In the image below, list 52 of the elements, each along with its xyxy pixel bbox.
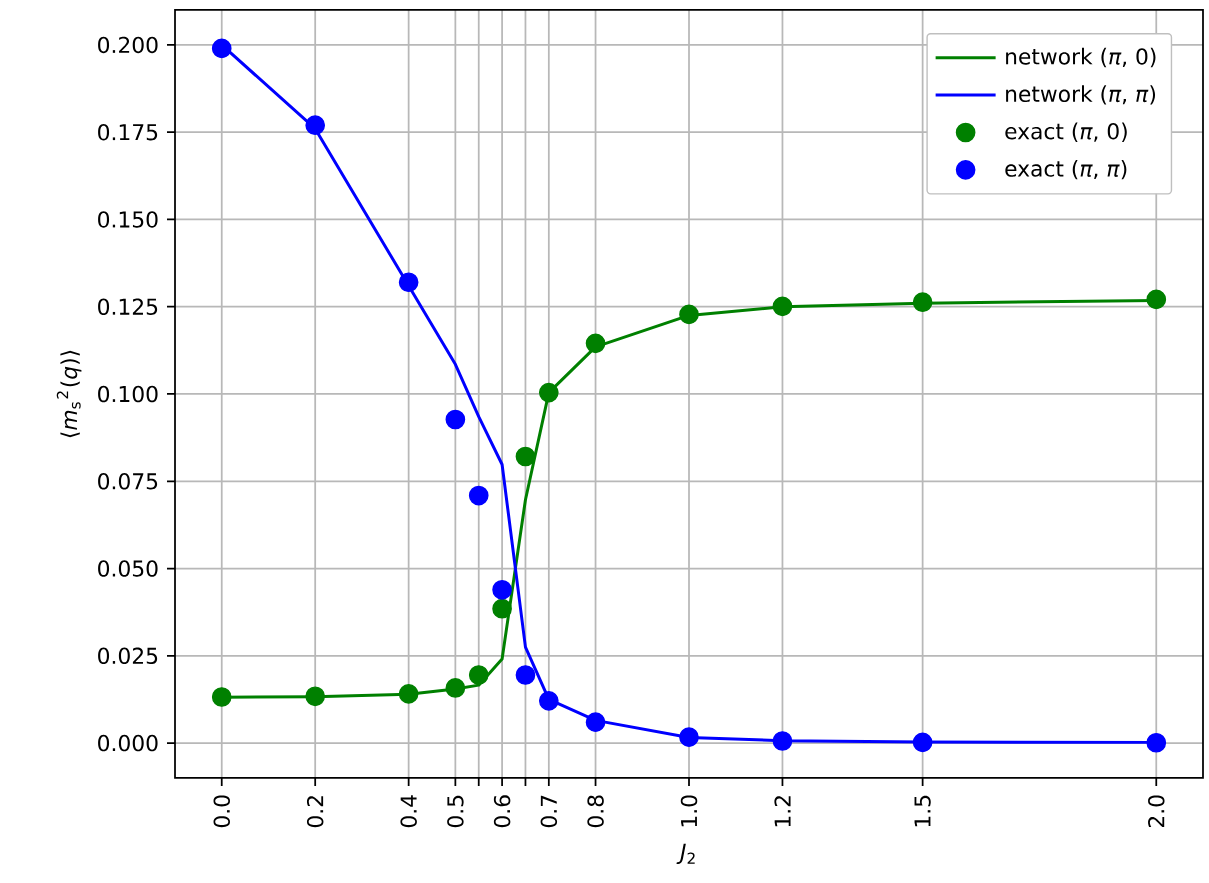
point [679, 304, 699, 325]
y-axis-title: ⟨m$_{s}$$^{2}$(q)⟩ [56, 350, 82, 438]
point [398, 272, 419, 293]
point [398, 684, 419, 704]
y-tick-label: 0.150 [98, 211, 158, 228]
point [445, 678, 466, 698]
point [492, 579, 512, 600]
x-tick-label: 0.6 [493, 795, 511, 828]
point [515, 446, 536, 467]
point [912, 732, 933, 753]
point [772, 731, 793, 751]
x-tick-label: 1.5 [914, 795, 931, 827]
x-tick-label: 0.2 [306, 796, 324, 828]
point [1146, 732, 1167, 753]
x-axis-title: J$_{2}$ [676, 843, 695, 865]
legend-label: exact (π, π) [1005, 159, 1127, 180]
x-tick-label: 0.4 [400, 795, 417, 828]
point [211, 687, 232, 707]
point [772, 296, 793, 317]
y-tick-label: 0.050 [98, 560, 158, 577]
point [305, 686, 326, 707]
y-tick-label: 0.075 [98, 473, 158, 490]
y-tick-label: 0.025 [98, 647, 158, 665]
point [679, 727, 699, 747]
x-tick-label: 0.7 [540, 795, 558, 828]
point [468, 485, 489, 506]
y-tick-label: 0.175 [98, 123, 158, 141]
y-tick-label: 0.000 [98, 734, 158, 752]
x-tick-label: 1.0 [680, 795, 698, 827]
point [585, 712, 606, 732]
x-tick-label: 0.5 [447, 795, 464, 828]
point [492, 598, 512, 619]
legend-label: network (π, 0) [1006, 47, 1156, 68]
point [912, 292, 933, 313]
point [538, 382, 559, 403]
x-tick-label: 2.0 [1148, 795, 1165, 828]
point [515, 665, 536, 685]
point [211, 38, 232, 59]
x-tick-label: 0.8 [587, 795, 604, 828]
legend-label: network (π, π) [1006, 85, 1156, 105]
legend-label: exact (π, 0) [1005, 122, 1127, 142]
y-tick-label: 0.125 [98, 298, 158, 315]
y-tick-label: 0.200 [98, 36, 158, 54]
y-tick-label: 0.100 [98, 385, 158, 403]
point [445, 409, 466, 430]
point [538, 691, 559, 711]
point [1146, 289, 1167, 310]
x-tick-label: 0.0 [213, 795, 230, 828]
x-tick-label: 1.2 [774, 796, 791, 827]
point [305, 115, 326, 136]
point [585, 333, 606, 354]
point [468, 665, 489, 685]
